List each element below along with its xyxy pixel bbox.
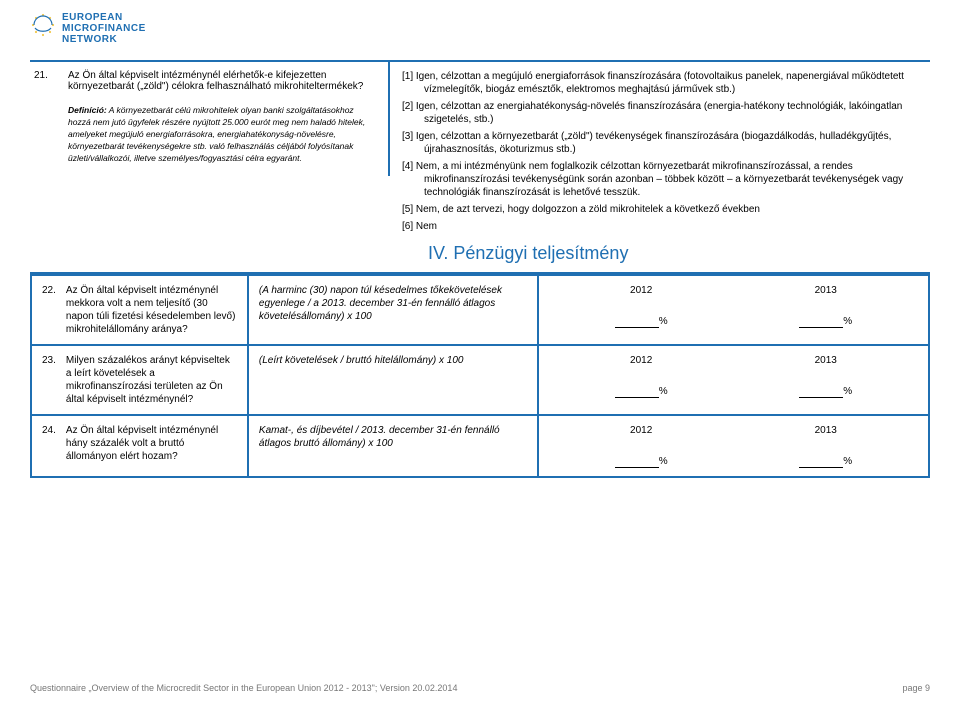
logo-text: EUROPEAN MICROFINANCE NETWORK <box>62 12 146 45</box>
brand-line-3: NETWORK <box>62 34 146 45</box>
pct-input[interactable] <box>615 387 659 398</box>
row-formula: (Leírt követelések / bruttó hitelállomán… <box>248 345 538 415</box>
table-row: 22.Az Ön által képviselt intézménynél me… <box>31 275 929 345</box>
pct-input[interactable] <box>615 317 659 328</box>
table-row: 23.Milyen százalékos arányt képviseltek … <box>31 345 929 415</box>
page-footer: Questionnaire „Overview of the Microcred… <box>30 683 930 693</box>
row-question: Az Ön által képviselt intézménynél hány … <box>60 415 248 477</box>
answer-3-text: [3] Igen, célzottan a környezetbarát („z… <box>402 131 891 155</box>
row-year-inputs: 20122013%% <box>538 275 929 345</box>
year-label-2: 2013 <box>815 424 837 437</box>
answer-1: [1] Igen, célzottan a megújuló energiafo… <box>402 70 920 96</box>
year-label-2: 2013 <box>815 354 837 367</box>
brand-line-1: EUROPEAN <box>62 12 146 23</box>
section-heading-iv: IV. Pénzügyi teljesítmény <box>428 243 920 264</box>
year-label-1: 2012 <box>630 284 652 297</box>
year-label-2: 2013 <box>815 284 837 297</box>
answer-4: [4] Nem, a mi intézményünk nem foglalkoz… <box>402 160 920 199</box>
pct-input[interactable] <box>615 457 659 468</box>
q21-def-label: Definíció: <box>68 105 107 115</box>
year-label-1: 2012 <box>630 424 652 437</box>
answer-6-text: [6] Nem <box>402 221 437 232</box>
answer-2: [2] Igen, célzottan az energiahatékonysá… <box>402 100 920 126</box>
row-number: 24. <box>31 415 60 477</box>
answer-1-text: [1] Igen, célzottan a megújuló energiafo… <box>402 71 904 95</box>
q21-def-body: A környezetbarát célú mikrohitelek olyan… <box>68 105 365 163</box>
answer-6: [6] Nem <box>402 220 920 233</box>
brand-logo: EUROPEAN MICROFINANCE NETWORK <box>30 12 146 45</box>
brand-line-2: MICROFINANCE <box>62 23 146 34</box>
pct-input[interactable] <box>799 317 843 328</box>
table-row: 24.Az Ön által képviselt intézménynél há… <box>31 415 929 477</box>
pct-input[interactable] <box>799 457 843 468</box>
footer-left: Questionnaire „Overview of the Microcred… <box>30 683 457 693</box>
row-year-inputs: 20122013%% <box>538 345 929 415</box>
row-formula: Kamat-, és díjbevétel / 2013. december 3… <box>248 415 538 477</box>
row-number: 23. <box>31 345 60 415</box>
row-question: Az Ön által képviselt intézménynél mekko… <box>60 275 248 345</box>
year-label-1: 2012 <box>630 354 652 367</box>
q21-left: 21. Az Ön által képviselt intézménynél e… <box>30 62 390 176</box>
q21-number: 21. <box>34 70 58 164</box>
answer-5: [5] Nem, de azt tervezi, hogy dolgozzon … <box>402 203 920 216</box>
question-21-row: 21. Az Ön által képviselt intézménynél e… <box>30 60 930 274</box>
row-question: Milyen százalékos arányt képviseltek a l… <box>60 345 248 415</box>
answer-3: [3] Igen, célzottan a környezetbarát („z… <box>402 130 920 156</box>
q21-answers: [1] Igen, célzottan a megújuló energiafo… <box>390 62 930 272</box>
financial-table: 22.Az Ön által képviselt intézménynél me… <box>30 274 930 478</box>
answer-5-text: [5] Nem, de azt tervezi, hogy dolgozzon … <box>402 204 760 215</box>
q21-definition: Definíció: A környezetbarát célú mikrohi… <box>68 104 378 164</box>
pct-input[interactable] <box>799 387 843 398</box>
footer-right: page 9 <box>902 683 930 693</box>
answer-4-text: [4] Nem, a mi intézményünk nem foglalkoz… <box>402 161 903 198</box>
answer-2-text: [2] Igen, célzottan az energiahatékonysá… <box>402 101 902 125</box>
page-content: 21. Az Ön által képviselt intézménynél e… <box>30 60 930 478</box>
row-formula: (A harminc (30) napon túl késedelmes tők… <box>248 275 538 345</box>
row-year-inputs: 20122013%% <box>538 415 929 477</box>
q21-text: Az Ön által képviselt intézménynél elérh… <box>68 70 363 92</box>
logo-mark <box>30 12 56 38</box>
row-number: 22. <box>31 275 60 345</box>
